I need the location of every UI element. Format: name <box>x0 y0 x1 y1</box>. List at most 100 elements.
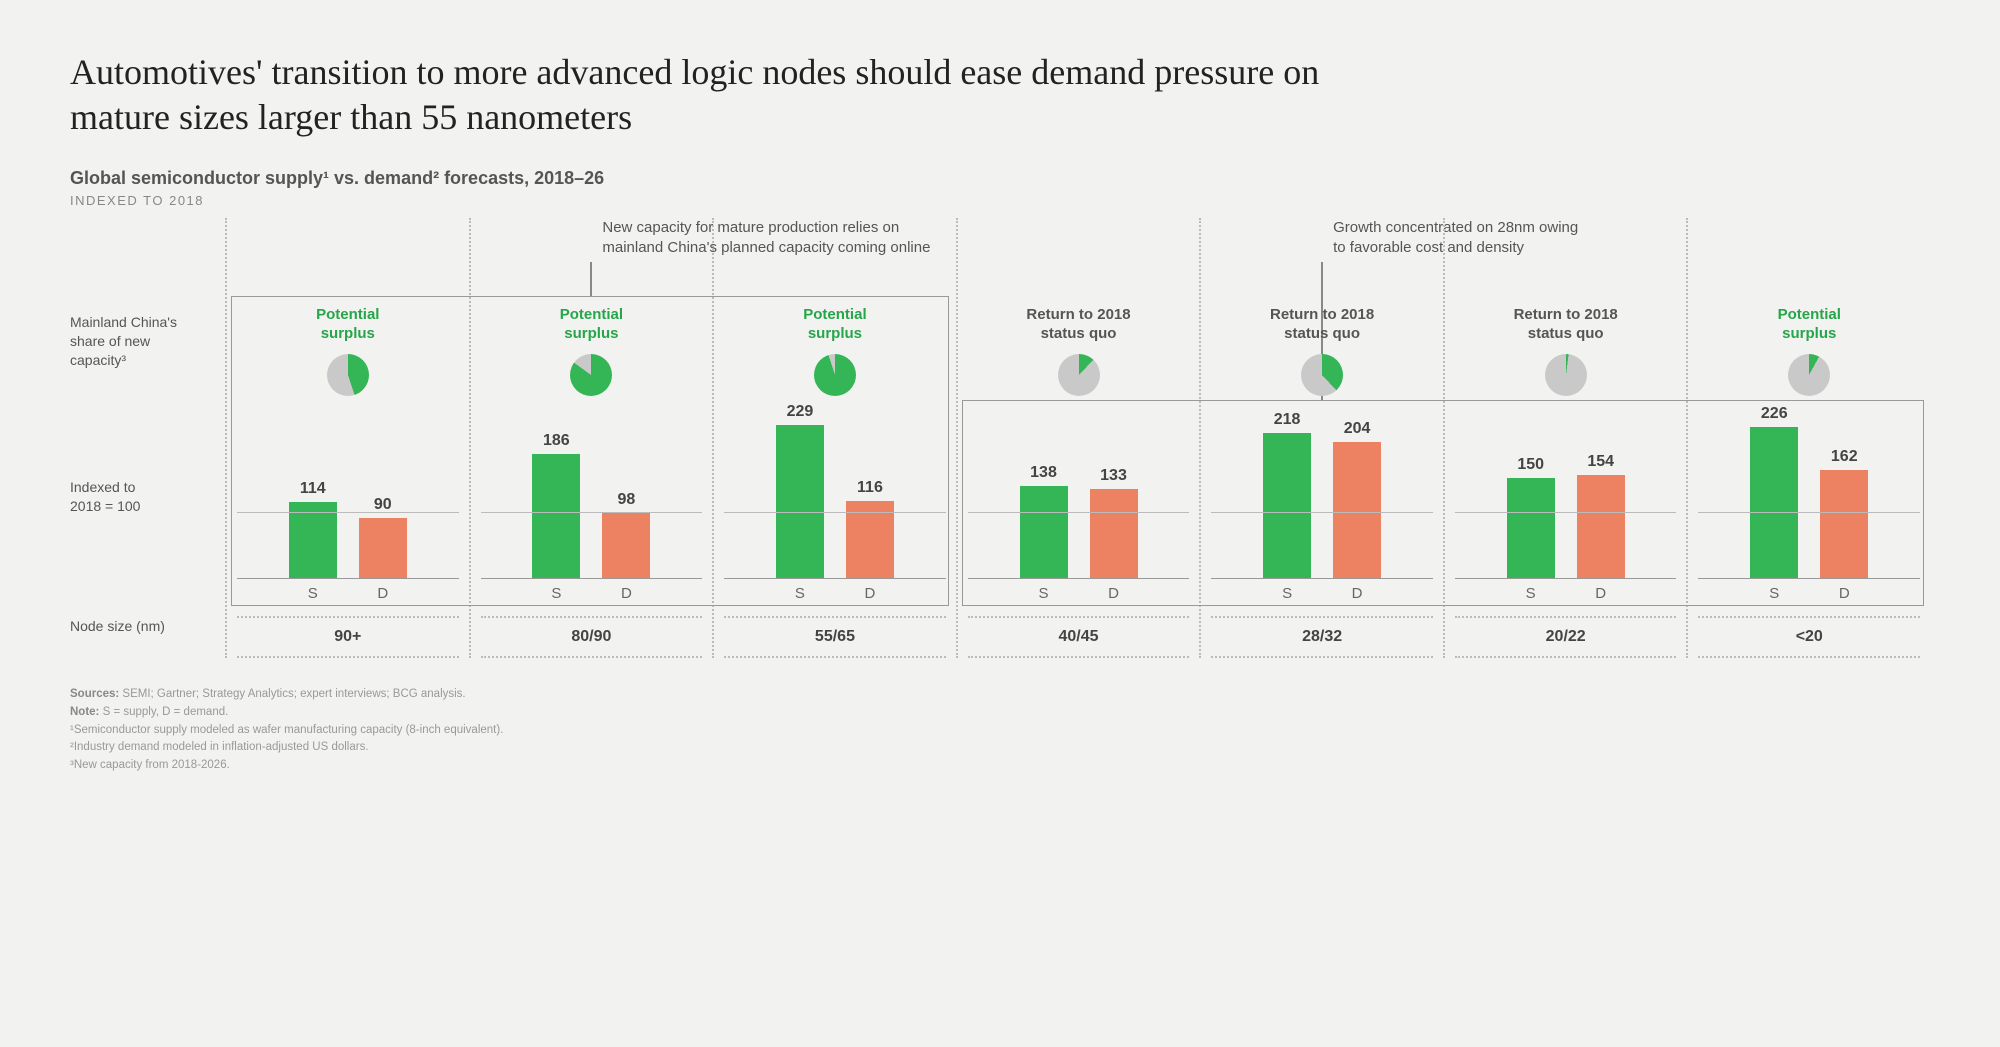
bar-wrap-d: 116 <box>845 479 895 578</box>
bars-area: 150 154 <box>1455 419 1677 579</box>
bar-wrap-d: 204 <box>1332 420 1382 578</box>
chart-title: Automotives' transition to more advanced… <box>70 50 1370 140</box>
bar-value-s: 226 <box>1761 405 1788 423</box>
bar-s <box>1507 478 1555 578</box>
bar-wrap-s: 186 <box>531 432 581 578</box>
index-label: INDEXED TO 2018 <box>70 193 1930 208</box>
bar-s <box>1263 433 1311 578</box>
bars-area: 18698 <box>481 419 703 579</box>
sources-text: SEMI; Gartner; Strategy Analytics; exper… <box>122 688 465 700</box>
label-s: S <box>1262 585 1312 602</box>
chart-subtitle: Global semiconductor supply¹ vs. demand²… <box>70 168 1930 189</box>
bar-value-d: 154 <box>1587 453 1614 471</box>
pie-wrap <box>1211 354 1433 404</box>
sd-labels: SD <box>1698 585 1920 602</box>
panel-<20: Potentialsurplus226162SD<20 <box>1686 218 1930 658</box>
bar-wrap-s: 229 <box>775 403 825 578</box>
bar-d <box>602 513 650 578</box>
bar-s <box>1750 427 1798 578</box>
sd-labels: SD <box>968 585 1190 602</box>
status-label: Potentialsurplus <box>237 306 459 348</box>
baseline-100-line <box>1455 512 1677 513</box>
note-label: Note: <box>70 706 99 718</box>
label-d: D <box>1332 585 1382 602</box>
bar-d <box>1090 489 1138 578</box>
status-label: Potentialsurplus <box>724 306 946 348</box>
pie-wrap <box>481 354 703 404</box>
chart-area: Mainland China'sshare of newcapacity³ In… <box>70 218 1930 658</box>
node-size-value: 90+ <box>237 616 459 658</box>
bar-value-d: 162 <box>1831 448 1858 466</box>
china-share-pie <box>1301 354 1343 396</box>
baseline-100-line <box>968 512 1190 513</box>
note-text: S = supply, D = demand. <box>103 706 229 718</box>
label-s: S <box>1749 585 1799 602</box>
bars-area: 229116 <box>724 419 946 579</box>
bar-d <box>1577 475 1625 578</box>
label-d: D <box>1819 585 1869 602</box>
panel-40/45: Return to 2018status quo138133SD40/45 <box>956 218 1200 658</box>
bar-wrap-s: 138 <box>1019 464 1069 578</box>
bar-s <box>289 502 337 578</box>
pie-wrap <box>724 354 946 404</box>
panel-90+: Potentialsurplus11490SD90+ <box>225 218 469 658</box>
footnotes: Sources: SEMI; Gartner; Strategy Analyti… <box>70 686 1930 775</box>
bar-wrap-s: 218 <box>1262 411 1312 578</box>
label-d: D <box>601 585 651 602</box>
bar-s <box>1020 486 1068 578</box>
bar-wrap-s: 150 <box>1506 456 1556 578</box>
status-label: Potentialsurplus <box>481 306 703 348</box>
bar-wrap-s: 226 <box>1749 405 1799 578</box>
label-d: D <box>1089 585 1139 602</box>
status-label: Potentialsurplus <box>1698 306 1920 348</box>
china-share-pie <box>1058 354 1100 396</box>
bar-value-d: 204 <box>1344 420 1371 438</box>
left-axis-labels: Mainland China'sshare of newcapacity³ In… <box>70 218 225 658</box>
bar-value-d: 133 <box>1100 467 1127 485</box>
bar-wrap-d: 90 <box>358 496 408 578</box>
status-label: Return to 2018status quo <box>1455 306 1677 348</box>
panel-20/22: Return to 2018status quo150154SD20/22 <box>1443 218 1687 658</box>
node-size-label: Node size (nm) <box>70 618 165 634</box>
pie-wrap <box>1698 354 1920 404</box>
label-s: S <box>1506 585 1556 602</box>
sd-labels: SD <box>481 585 703 602</box>
footnote-1: ¹Semiconductor supply modeled as wafer m… <box>70 722 1930 740</box>
bar-wrap-d: 133 <box>1089 467 1139 578</box>
bar-value-s: 150 <box>1517 456 1544 474</box>
node-size-value: 55/65 <box>724 616 946 658</box>
panel-55/65: Potentialsurplus229116SD55/65 <box>712 218 956 658</box>
sd-labels: SD <box>1211 585 1433 602</box>
footnote-2: ²Industry demand modeled in inflation-ad… <box>70 739 1930 757</box>
pie-wrap <box>1455 354 1677 404</box>
bar-value-s: 138 <box>1030 464 1057 482</box>
bar-wrap-s: 114 <box>288 480 338 578</box>
bars-area: 138 133 <box>968 419 1190 579</box>
bar-d <box>1820 470 1868 578</box>
baseline-100-line <box>237 512 459 513</box>
china-share-label: Mainland China'sshare of newcapacity³ <box>70 313 177 370</box>
label-s: S <box>775 585 825 602</box>
pie-wrap <box>237 354 459 404</box>
label-d: D <box>358 585 408 602</box>
sd-labels: SD <box>237 585 459 602</box>
bar-d <box>1333 442 1381 578</box>
node-size-value: 80/90 <box>481 616 703 658</box>
bars-area: 114 90 <box>237 419 459 579</box>
china-share-pie <box>1788 354 1830 396</box>
baseline-100-line <box>1698 512 1920 513</box>
bars-area: 218204 <box>1211 419 1433 579</box>
bar-value-d: 116 <box>857 479 883 497</box>
bar-value-s: 114 <box>300 480 326 498</box>
label-s: S <box>288 585 338 602</box>
node-size-value: 40/45 <box>968 616 1190 658</box>
bar-value-s: 218 <box>1274 411 1301 429</box>
pie-wrap <box>968 354 1190 404</box>
bar-wrap-d: 154 <box>1576 453 1626 578</box>
label-s: S <box>1019 585 1069 602</box>
baseline-100-line <box>481 512 703 513</box>
label-d: D <box>845 585 895 602</box>
panel-28/32: Return to 2018status quo218204SD28/32 <box>1199 218 1443 658</box>
indexed-label: Indexed to2018 = 100 <box>70 478 140 516</box>
node-size-value: <20 <box>1698 616 1920 658</box>
